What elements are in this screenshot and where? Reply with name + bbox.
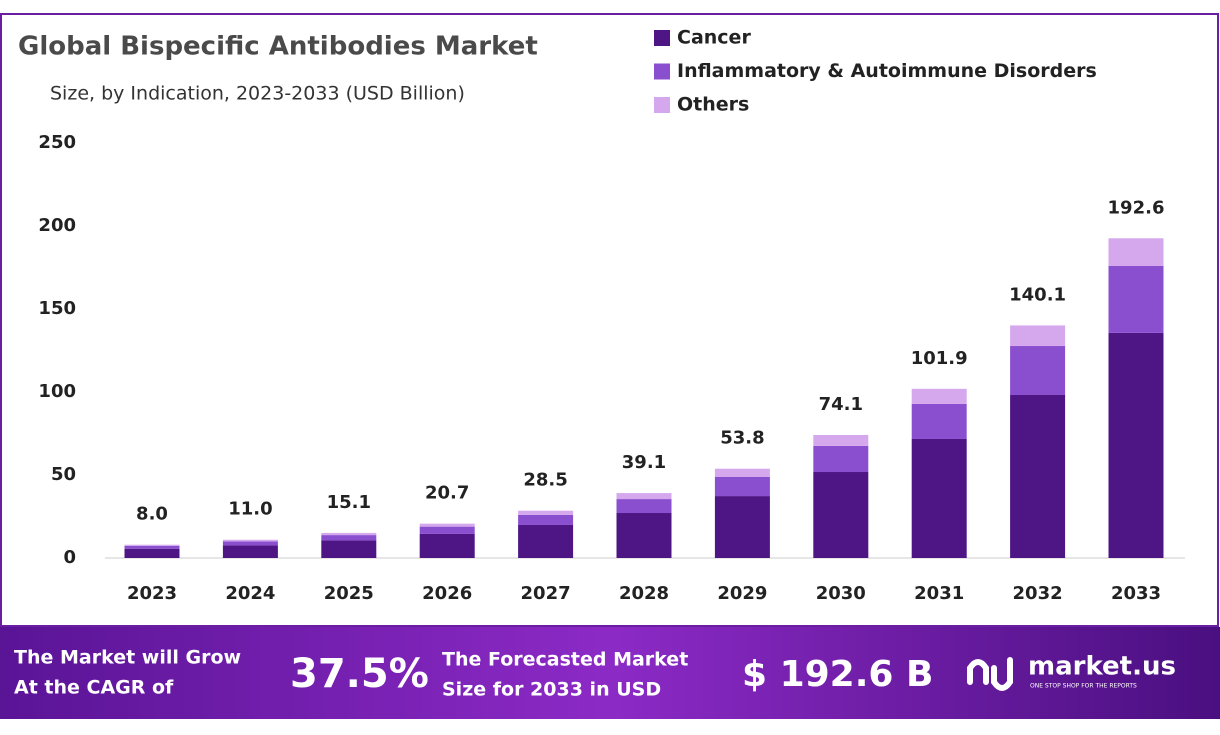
bar-segment	[321, 532, 377, 536]
banner-cagr: 37.5%	[290, 651, 429, 697]
x-tick-label: 2028	[619, 583, 669, 604]
bar-segment	[419, 533, 475, 558]
bar-segment	[321, 535, 377, 541]
x-tick-label: 2030	[816, 583, 866, 604]
y-tick-label: 150	[38, 298, 76, 319]
bar-segment	[1108, 266, 1164, 333]
y-tick-label: 0	[63, 547, 76, 568]
total-label: 8.0	[136, 504, 168, 525]
total-label: 28.5	[523, 470, 567, 491]
bar-segment	[1010, 394, 1066, 558]
bar-segment	[911, 403, 967, 439]
y-tick-label: 250	[38, 132, 76, 153]
logo: market.us	[1028, 652, 1176, 682]
total-label: 192.6	[1108, 197, 1165, 218]
bar-segment	[911, 388, 967, 404]
bar-segment	[813, 472, 869, 558]
bar-segment	[222, 541, 278, 546]
y-tick-label: 100	[38, 381, 76, 402]
x-tick-label: 2033	[1111, 583, 1161, 604]
bar-segment	[518, 514, 574, 525]
bar-segment	[616, 493, 672, 500]
x-tick-label: 2027	[521, 583, 571, 604]
bar-segment	[419, 526, 475, 534]
chart-subtitle: Size, by Indication, 2023-2033 (USD Bill…	[50, 83, 465, 105]
legend-label: Others	[677, 94, 749, 116]
legend-label: Inflammatory & Autoimmune Disorders	[677, 60, 1097, 82]
bar-segment	[321, 540, 377, 558]
bar-segment	[1108, 238, 1164, 267]
bar-segment	[222, 545, 278, 558]
legend-label: Cancer	[677, 27, 751, 49]
total-label: 53.8	[720, 428, 764, 449]
banner-text: At the CAGR of	[14, 677, 174, 699]
total-label: 140.1	[1009, 284, 1066, 305]
bar-segment	[813, 445, 869, 473]
x-tick-label: 2024	[225, 583, 275, 604]
bar-segment	[124, 548, 180, 558]
x-tick-label: 2023	[127, 583, 177, 604]
banner-text: The Forecasted Market	[442, 649, 688, 671]
bar-segment	[911, 438, 967, 558]
bar-segment	[616, 513, 672, 558]
legend-swatch	[654, 30, 670, 46]
banner-text: The Market will Grow	[14, 647, 241, 669]
x-tick-label: 2025	[324, 583, 374, 604]
bar-segment	[518, 524, 574, 558]
x-tick-label: 2026	[422, 583, 472, 604]
bar-segment	[714, 468, 770, 477]
chart-title: Global Bispecific Antibodies Market	[18, 32, 538, 62]
bar-segment	[1108, 332, 1164, 558]
bar-segment	[518, 510, 574, 515]
bar-segment	[419, 523, 475, 527]
bar-segment	[714, 476, 770, 497]
legend-swatch	[654, 63, 670, 80]
banner-forecast: $ 192.6 B	[742, 654, 933, 695]
banner-content: The Market will Grow At the CAGR of 37.5…	[14, 647, 1176, 701]
bar-segment	[714, 496, 770, 558]
logo-icon	[967, 657, 1013, 691]
bar-segment	[222, 539, 278, 542]
frame	[0, 13, 1219, 627]
y-tick-label: 200	[38, 215, 76, 236]
total-label: 74.1	[819, 394, 863, 415]
bar-segment	[1010, 325, 1066, 347]
x-tick-label: 2032	[1013, 583, 1063, 604]
total-label: 101.9	[911, 348, 968, 369]
legend-swatch	[654, 97, 670, 113]
banner	[0, 627, 1220, 719]
total-label: 15.1	[327, 492, 371, 513]
banner-text: Size for 2033 in USD	[442, 679, 661, 701]
total-label: 39.1	[622, 452, 666, 473]
total-label: 11.0	[228, 499, 272, 520]
bar-segment	[124, 544, 180, 546]
bar-segment	[1010, 346, 1066, 395]
x-tick-label: 2029	[717, 583, 767, 604]
tagline: ONE STOP SHOP FOR THE REPORTS	[1030, 683, 1137, 690]
bar-segment	[616, 499, 672, 514]
bar-segment	[813, 434, 869, 446]
bar-segment	[124, 545, 180, 549]
x-tick-label: 2031	[914, 583, 964, 604]
total-label: 20.7	[425, 483, 469, 504]
y-tick-label: 50	[51, 464, 76, 485]
